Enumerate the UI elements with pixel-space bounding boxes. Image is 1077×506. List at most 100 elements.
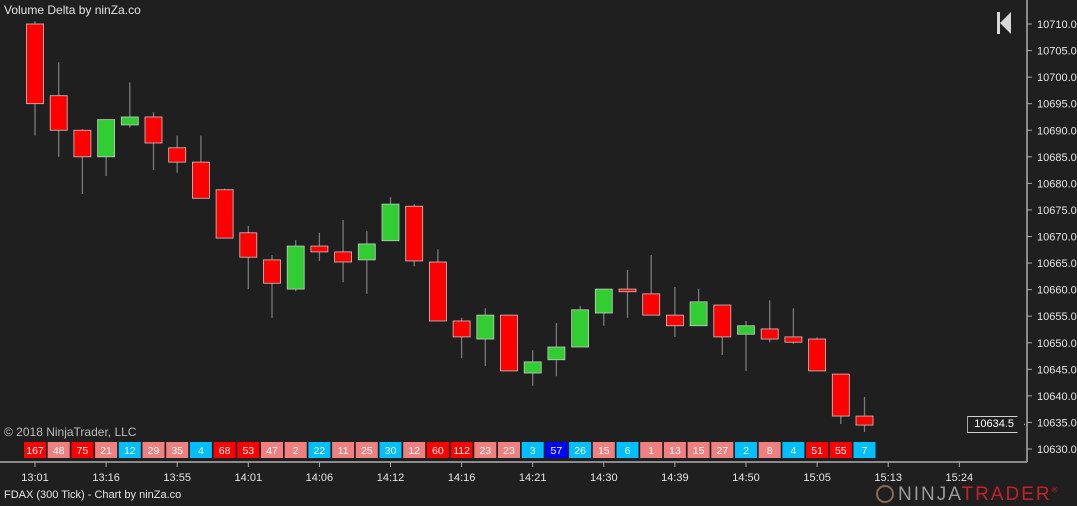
volume-delta-box <box>450 442 473 458</box>
candle-body <box>831 373 850 417</box>
volume-delta-value: 51 <box>811 445 823 457</box>
volume-delta-value: 26 <box>574 445 586 457</box>
volume-delta-box <box>355 442 378 458</box>
x-tick-label: 14:50 <box>732 472 760 484</box>
volume-delta-box <box>118 442 141 458</box>
volume-delta-value: 47 <box>266 445 278 457</box>
volume-delta-box <box>498 442 520 458</box>
volume-delta-value: 12 <box>124 445 136 457</box>
volume-delta-box <box>758 442 781 458</box>
copyright-text: © 2018 NinjaTrader, LLC <box>4 425 137 439</box>
volume-delta-value: 7 <box>862 445 868 457</box>
volume-delta-box <box>332 442 355 458</box>
y-tick-label: 10710.0 <box>1037 19 1077 31</box>
x-tick-label: 15:05 <box>803 472 831 484</box>
y-tick-label: 10675.0 <box>1037 205 1077 217</box>
volume-delta-value: 3 <box>530 445 536 457</box>
volume-delta-box <box>379 442 402 458</box>
volume-delta-box <box>426 442 449 458</box>
candle-body <box>168 147 187 163</box>
y-tick-label: 10640.0 <box>1037 391 1077 403</box>
x-tick-label: 13:01 <box>21 472 49 484</box>
volume-delta-value: 112 <box>453 445 470 457</box>
x-tick-label: 15:24 <box>946 472 974 484</box>
volume-delta-value: 57 <box>551 445 563 457</box>
volume-delta-box <box>237 442 260 458</box>
volume-delta-box <box>166 442 189 458</box>
volume-delta-box <box>569 442 592 458</box>
candle-body <box>73 129 92 158</box>
volume-delta-value: 2 <box>293 445 299 457</box>
candle-body <box>357 243 376 261</box>
y-tick-label: 10690.0 <box>1037 125 1077 137</box>
candle-body <box>760 328 779 340</box>
candle-body <box>310 245 329 253</box>
x-tick-label: 14:16 <box>448 472 476 484</box>
volume-delta-box <box>853 442 876 458</box>
x-tick-label: 13:55 <box>163 472 191 484</box>
y-tick-label: 10665.0 <box>1037 258 1077 270</box>
candle-body <box>97 119 115 158</box>
y-tick-label: 10655.0 <box>1037 311 1077 323</box>
skip-to-end-icon[interactable] <box>996 12 1012 34</box>
last-price-marker: 10634.5 <box>967 416 1025 433</box>
candle-body <box>689 301 708 327</box>
candle-body <box>737 325 755 335</box>
candle-body <box>405 205 424 262</box>
volume-delta-value: 12 <box>408 445 420 457</box>
volume-delta-value: 4 <box>790 445 796 457</box>
candle-body <box>476 314 495 340</box>
candle-body <box>239 232 258 258</box>
volume-delta-value: 48 <box>53 445 65 457</box>
volume-delta-value: 1 <box>648 445 654 457</box>
candle-body <box>642 293 661 316</box>
candle-body <box>547 346 566 361</box>
indicator-title: Volume Delta by ninZa.co <box>4 3 141 17</box>
volume-delta-value: 55 <box>835 445 847 457</box>
x-tick-label: 14:30 <box>590 472 618 484</box>
volume-delta-value: 11 <box>338 445 349 457</box>
x-tick-label: 14:06 <box>306 472 334 484</box>
volume-delta-value: 27 <box>716 445 728 457</box>
y-tick-label: 10685.0 <box>1037 152 1077 164</box>
volume-delta-box <box>47 442 70 458</box>
volume-delta-value: 53 <box>242 445 254 457</box>
volume-delta-box <box>616 442 639 458</box>
volume-delta-value: 2 <box>743 445 749 457</box>
volume-delta-box <box>711 442 734 458</box>
volume-delta-value: 23 <box>503 445 515 457</box>
candle-body <box>263 259 281 284</box>
y-tick-label: 10680.0 <box>1037 178 1077 190</box>
volume-delta-box <box>687 442 710 458</box>
candle-body <box>571 309 589 348</box>
volume-delta-box <box>640 442 663 458</box>
y-tick-label: 10695.0 <box>1037 99 1077 111</box>
y-tick-label: 10635.0 <box>1037 417 1077 429</box>
candle-body <box>452 320 471 338</box>
y-tick-label: 10660.0 <box>1037 285 1077 297</box>
x-tick-label: 14:01 <box>235 472 263 484</box>
volume-delta-box <box>474 442 497 458</box>
volume-delta-box <box>213 442 236 458</box>
volume-delta-value: 60 <box>432 445 444 457</box>
volume-delta-box <box>95 442 118 458</box>
volume-delta-value: 22 <box>314 445 326 457</box>
volume-delta-box <box>142 442 165 458</box>
chart-footer: FDAX (300 Tick) - Chart by ninZa.co <box>4 489 182 501</box>
candle-body <box>808 338 826 372</box>
candle-body <box>784 336 803 343</box>
x-tick-label: 14:21 <box>519 472 547 484</box>
y-tick-label: 10630.0 <box>1037 444 1077 456</box>
volume-delta-value: 23 <box>479 445 491 457</box>
candle-body <box>26 23 44 105</box>
volume-delta-box <box>403 442 426 458</box>
candle-body <box>191 161 210 199</box>
candle-body <box>286 245 305 290</box>
volume-delta-value: 35 <box>171 445 183 457</box>
candle-body <box>618 288 637 293</box>
candle-body <box>381 203 400 242</box>
volume-delta-box <box>521 442 544 458</box>
volume-delta-value: 8 <box>767 445 773 457</box>
volume-delta-box <box>735 442 757 458</box>
